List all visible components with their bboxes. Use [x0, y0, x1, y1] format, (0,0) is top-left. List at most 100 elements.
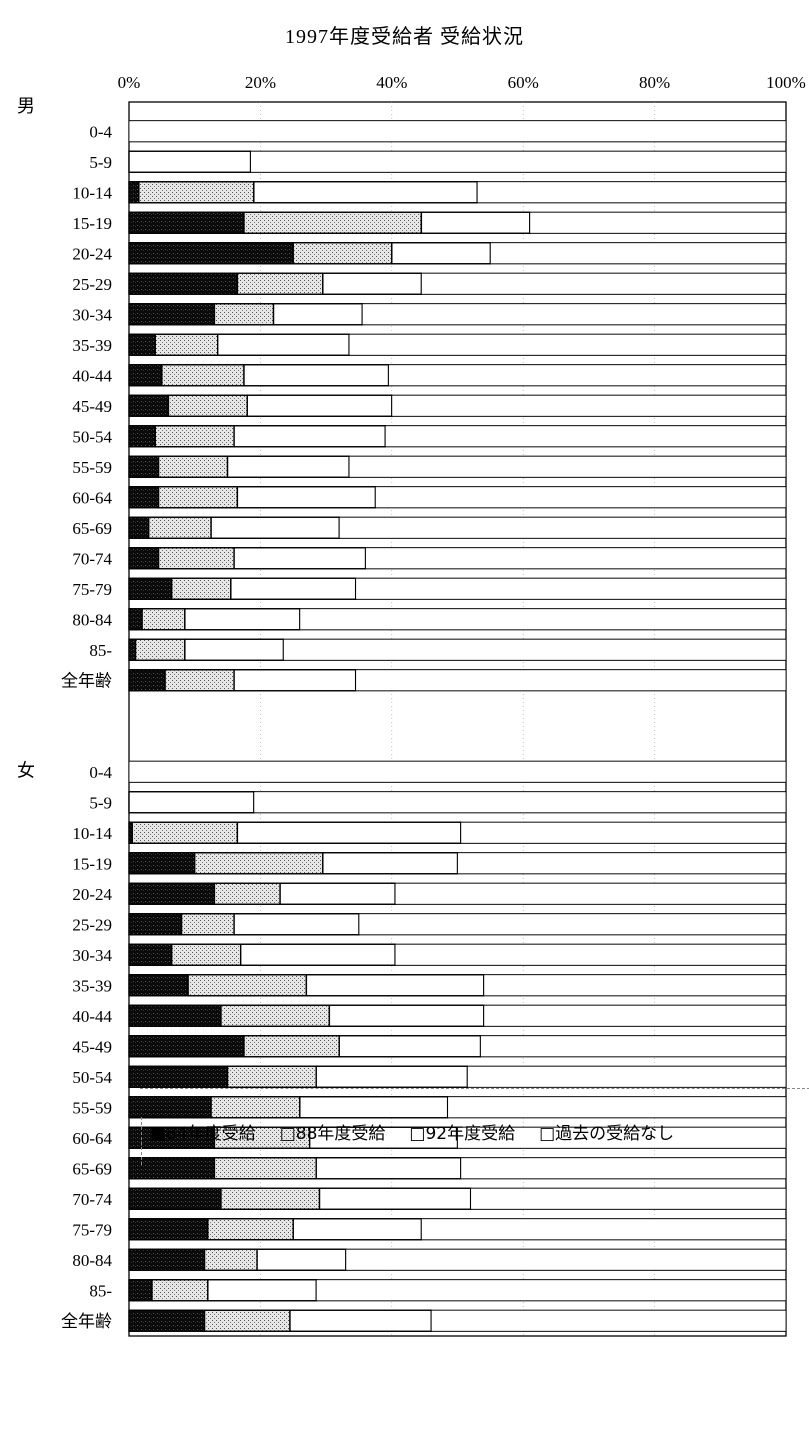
category-label: 20-24 [72, 885, 112, 904]
category-label: 80-84 [72, 1251, 112, 1270]
bar-segment [457, 1126, 787, 1149]
category-label: 30-34 [72, 946, 112, 965]
bar-segment [128, 760, 787, 783]
bar-segment [213, 1157, 317, 1180]
bar-segment [338, 1035, 482, 1058]
bar-segment [134, 638, 186, 661]
bar-segment [128, 181, 140, 204]
bar-segment [355, 669, 787, 692]
category-label: 45-49 [72, 1037, 112, 1056]
bar-segment [394, 943, 787, 966]
bar-segment [348, 333, 787, 356]
category-label: 10-14 [72, 183, 112, 202]
bar-segment [203, 1309, 291, 1332]
bar-segment [128, 791, 255, 814]
bar-segment [128, 638, 137, 661]
bar-segment [315, 1157, 462, 1180]
bar-segment [128, 425, 156, 448]
bar-segment [272, 303, 363, 326]
bar-segment [148, 516, 212, 539]
bar-segment [233, 913, 360, 936]
plot-frame [128, 101, 787, 1337]
bar-segment [128, 211, 245, 234]
category-label: 70-74 [72, 1190, 112, 1209]
bar-segment [391, 394, 787, 417]
category-label: 50-54 [72, 427, 112, 446]
legend-item-84: ■84年度受給 [150, 1119, 256, 1144]
bar-segment [322, 852, 459, 875]
bar-segment [210, 516, 340, 539]
bar-segment [243, 1035, 340, 1058]
bar-segment [384, 425, 787, 448]
bar-segment [128, 943, 173, 966]
legend-label-84: ■84年度受給 [150, 1124, 256, 1144]
bar-segment [128, 1004, 222, 1027]
category-label: 15-19 [72, 854, 112, 873]
legend: ■84年度受給 □88年度受給 □92年度受給 □過去の受給なし [140, 1088, 809, 1165]
bar-segment [128, 394, 170, 417]
bar-segment [220, 1187, 321, 1210]
bar-segment [230, 577, 357, 600]
bar-segment [128, 120, 787, 143]
category-label: 0-4 [89, 763, 112, 782]
bar-segment [141, 608, 186, 631]
category-label: 45-49 [72, 397, 112, 416]
bar-segment [358, 913, 787, 936]
bar-segment [420, 1218, 787, 1241]
category-label: 25-29 [72, 915, 112, 934]
bar-segment [128, 1035, 245, 1058]
category-label: 全年齢 [61, 671, 112, 690]
bar-segment [167, 394, 248, 417]
bar-segment [480, 1035, 787, 1058]
bar-segment [236, 272, 324, 295]
bar-segment [250, 150, 787, 173]
bar-segment [529, 211, 787, 234]
bar-segment [355, 577, 787, 600]
category-label: 40-44 [72, 1007, 112, 1026]
bar-segment [151, 1279, 209, 1302]
category-label: 0-4 [89, 122, 112, 141]
bar-segment [361, 303, 787, 326]
bar-segment [315, 1065, 469, 1088]
category-label: 85- [89, 1281, 112, 1300]
bar-segment [128, 1187, 222, 1210]
category-label: 85- [89, 641, 112, 660]
x-tick-label: 100% [766, 73, 806, 92]
bar-segment [279, 882, 396, 905]
bar-segment [345, 1248, 787, 1271]
bar-segment [338, 516, 787, 539]
bar-segment [322, 272, 423, 295]
bar-segment [128, 364, 163, 387]
bar-segment [128, 455, 160, 478]
bar-segment [466, 1065, 787, 1088]
bar-segment [203, 1248, 258, 1271]
bar-segment [164, 669, 235, 692]
x-tick-label: 60% [508, 73, 539, 92]
bar-segment [253, 181, 478, 204]
legend-label-none: □過去の受給なし [539, 1124, 675, 1144]
bar-segment [243, 364, 390, 387]
bar-segment [460, 821, 787, 844]
category-label: 20-24 [72, 244, 112, 263]
bar-segment [193, 852, 324, 875]
bar-segment [256, 1248, 347, 1271]
x-tick-label: 40% [376, 73, 407, 92]
category-label: 55-59 [72, 458, 112, 477]
bar-segment [420, 211, 531, 234]
bar-segment [213, 882, 281, 905]
bar-segment [348, 455, 787, 478]
bar-segment [213, 303, 275, 326]
category-label: 60-64 [72, 1129, 112, 1148]
bar-segment [243, 211, 423, 234]
bar-segment [161, 364, 245, 387]
bar-segment [128, 303, 216, 326]
bar-segment [207, 1218, 294, 1241]
labels-layer: 0% 20% 40% 60% 80% 100% 男 0-4 5-9 10-14 15-19 20-24… [17, 73, 806, 1331]
bar-segment [483, 1004, 787, 1027]
legend-label-92: □92年度受給 [409, 1124, 516, 1144]
bar-segment [171, 943, 242, 966]
bar-segment [239, 943, 396, 966]
bar-segment [430, 1309, 787, 1332]
bar-segment [216, 333, 350, 356]
